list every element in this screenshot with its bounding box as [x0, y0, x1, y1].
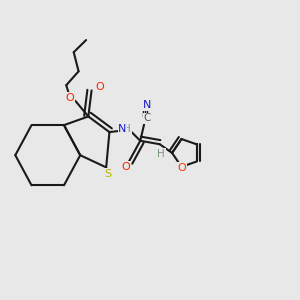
Text: H: H [158, 149, 165, 159]
Text: O: O [178, 163, 187, 173]
Text: O: O [66, 93, 74, 103]
Text: O: O [95, 82, 104, 92]
Text: C: C [143, 113, 150, 123]
Text: N: N [118, 124, 127, 134]
Text: S: S [104, 169, 111, 178]
Text: O: O [121, 162, 130, 172]
Text: H: H [123, 124, 131, 134]
Text: N: N [142, 100, 151, 110]
